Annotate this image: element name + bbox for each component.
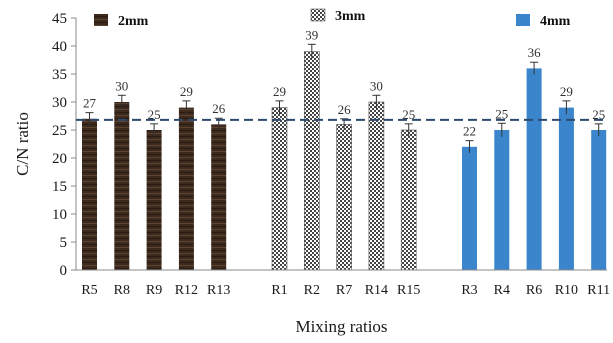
y-tick-label: 0 <box>60 263 68 279</box>
bar-R8 <box>114 102 130 270</box>
category-label-R15: R15 <box>397 283 420 298</box>
data-label-R5: 27 <box>83 96 97 111</box>
category-label-R14: R14 <box>365 283 388 298</box>
bar-R6 <box>526 68 542 271</box>
bar-R4 <box>494 130 510 270</box>
y-tick-label: 40 <box>52 39 67 55</box>
y-tick-label: 45 <box>52 11 67 27</box>
data-label-R11: 25 <box>592 107 605 122</box>
category-label-R4: R4 <box>494 283 510 298</box>
bars-layer <box>82 51 607 271</box>
y-tick-label: 10 <box>52 207 67 223</box>
y-tick-label: 20 <box>52 151 67 167</box>
data-labels-layer: 27 30 25 29 26 29 39 26 30 25 22 25 36 29 25 <box>83 27 605 138</box>
y-tick-label: 30 <box>52 95 67 111</box>
y-tick-label: 15 <box>52 179 67 195</box>
category-label-R12: R12 <box>175 283 198 298</box>
bar-R9 <box>146 130 162 270</box>
data-label-R12: 29 <box>180 84 193 99</box>
data-label-R10: 29 <box>560 84 573 99</box>
data-label-R3: 22 <box>463 124 476 139</box>
data-label-R8: 30 <box>115 78 128 93</box>
bar-R5 <box>82 118 97 270</box>
bar-R2 <box>303 51 320 271</box>
category-label-R5: R5 <box>81 283 97 298</box>
legend-swatch-2mm <box>94 14 108 26</box>
data-label-R13: 26 <box>212 101 226 116</box>
y-tick-label: 35 <box>52 67 67 83</box>
y-axis-ticks: 0 5 10 15 20 25 30 35 40 45 <box>52 11 76 279</box>
category-label-R3: R3 <box>461 283 477 298</box>
bar-R3 <box>462 146 477 270</box>
bar-R10 <box>558 107 574 270</box>
data-label-R9: 25 <box>148 107 161 122</box>
y-axis-title: C/N ratio <box>13 112 32 176</box>
y-tick-label: 25 <box>52 123 67 139</box>
legend-label-2mm: 2mm <box>118 14 149 29</box>
data-label-R2: 39 <box>305 27 318 42</box>
bar-R15 <box>400 129 417 271</box>
data-label-R1: 29 <box>273 84 286 99</box>
category-label-R8: R8 <box>114 283 130 298</box>
bar-R11 <box>591 130 607 270</box>
data-label-R15: 25 <box>402 107 415 122</box>
category-label-R1: R1 <box>271 283 287 298</box>
category-label-R11: R11 <box>587 283 610 298</box>
data-label-R7: 26 <box>338 102 352 117</box>
bar-R12 <box>178 107 194 270</box>
y-tick-label: 5 <box>60 235 68 251</box>
legend-swatch-4mm <box>516 14 530 26</box>
bar-R7 <box>336 124 352 271</box>
data-label-R6: 36 <box>528 45 542 60</box>
category-label-R2: R2 <box>304 283 320 298</box>
data-label-R4: 25 <box>495 106 508 121</box>
category-labels-layer: R5 R8 R9 R12 R13 R1 R2 R7 R14 R15 R3 R4 R6 R10 R11 <box>81 283 610 298</box>
legend-label-4mm: 4mm <box>540 14 571 29</box>
category-label-R10: R10 <box>555 283 578 298</box>
bar-R13 <box>211 124 227 271</box>
legend: 2mm 3mm 4mm <box>94 8 571 29</box>
error-bars-layer <box>85 43 603 153</box>
bar-R14 <box>368 101 385 271</box>
category-label-R7: R7 <box>336 283 352 298</box>
category-label-R13: R13 <box>207 283 230 298</box>
legend-label-3mm: 3mm <box>335 9 366 24</box>
data-label-R14: 30 <box>370 78 383 93</box>
category-label-R9: R9 <box>146 283 162 298</box>
bar-R1 <box>271 107 288 271</box>
legend-swatch-3mm <box>310 8 326 22</box>
category-label-R6: R6 <box>526 283 542 298</box>
x-axis-title: Mixing ratios <box>295 317 387 336</box>
